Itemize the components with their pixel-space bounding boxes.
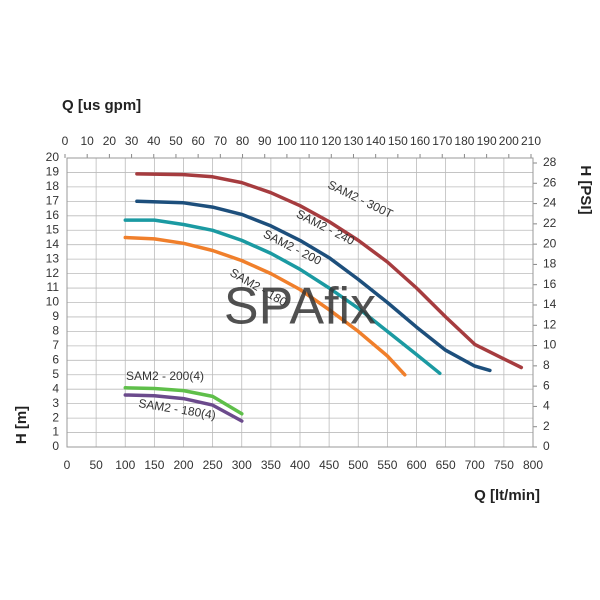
x-tick-label: 100 [115, 458, 135, 472]
x2-tick-label: 40 [147, 134, 161, 148]
x-tick-label: 250 [203, 458, 223, 472]
y2-tick-label: 14 [543, 297, 557, 311]
y-tick-label: 10 [46, 295, 60, 309]
series-line [135, 199, 492, 373]
x2-tick-label: 190 [477, 134, 497, 148]
series-line [123, 235, 407, 377]
series-line [123, 386, 244, 416]
x-tick-label: 0 [64, 458, 71, 472]
x-tick-label: 150 [144, 458, 164, 472]
y2-tick-label: 20 [543, 236, 557, 250]
plot-frame [66, 157, 534, 448]
y-tick-label: 6 [52, 352, 59, 366]
y2-tick-label: 6 [543, 378, 550, 392]
x2-tick-label: 30 [125, 134, 139, 148]
x2-tick-label: 70 [214, 134, 228, 148]
y-tick-label: 16 [46, 208, 60, 222]
x-tick-label: 50 [89, 458, 103, 472]
y-tick-label: 20 [46, 150, 60, 164]
x-tick-label: 200 [173, 458, 193, 472]
x2-tick-label: 100 [277, 134, 297, 148]
x-tick-label: 550 [377, 458, 397, 472]
x-tick-label: 300 [232, 458, 252, 472]
x2-tick-label: 140 [366, 134, 386, 148]
y2-tick-label: 12 [543, 317, 557, 331]
x-tick-label: 600 [406, 458, 426, 472]
y-axis-label: H [m] [13, 406, 30, 444]
y-tick-label: 19 [46, 165, 60, 179]
x2-tick-label: 180 [454, 134, 474, 148]
x2-tick-label: 160 [410, 134, 430, 148]
x-tick-label: 350 [261, 458, 281, 472]
y-tick-label: 14 [46, 237, 60, 251]
x2-tick-label: 10 [81, 134, 95, 148]
y2-tick-label: 2 [543, 419, 550, 433]
y-tick-label: 1 [52, 425, 59, 439]
y-tick-label: 3 [52, 396, 59, 410]
series-label: SAM2 - 200(4) [126, 369, 204, 383]
y-tick-label: 15 [46, 222, 60, 236]
x-tick-label: 400 [290, 458, 310, 472]
x-tick-label: 500 [348, 458, 368, 472]
y-tick-label: 2 [52, 410, 59, 424]
y2-axis-label: H [PSI] [577, 165, 594, 214]
y-tick-label: 5 [52, 367, 59, 381]
x2-tick-label: 90 [258, 134, 272, 148]
x2-tick-label: 210 [521, 134, 541, 148]
series-line [123, 218, 442, 376]
x2-tick-label: 60 [191, 134, 205, 148]
x2-tick-label: 150 [388, 134, 408, 148]
y-tick-label: 13 [46, 251, 60, 265]
x2-tick-label: 50 [169, 134, 183, 148]
y2-tick-label: 22 [543, 216, 557, 230]
y2-tick-label: 24 [543, 196, 557, 210]
x-axis-label: Q [lt/min] [474, 487, 540, 504]
y2-tick-label: 10 [543, 338, 557, 352]
series-line [135, 172, 524, 370]
y2-tick-label: 8 [543, 358, 550, 372]
series-line [123, 393, 244, 423]
x-tick-label: 800 [523, 458, 543, 472]
x2-tick-label: 110 [300, 134, 319, 148]
y2-tick-label: 0 [543, 439, 550, 453]
x2-tick-label: 200 [499, 134, 519, 148]
y-tick-label: 12 [46, 266, 60, 280]
x2-tick-label: 0 [62, 134, 69, 148]
y-tick-label: 7 [52, 338, 59, 352]
y-tick-label: 17 [46, 194, 60, 208]
y2-tick-label: 16 [543, 277, 557, 291]
y2-tick-label: 18 [543, 257, 557, 271]
x-tick-label: 750 [494, 458, 514, 472]
watermark: SPAfix [224, 278, 376, 336]
y-tick-label: 9 [52, 309, 59, 323]
x-tick-label: 450 [319, 458, 339, 472]
y2-tick-label: 26 [543, 175, 557, 189]
y2-tick-label: 4 [543, 399, 550, 413]
y-tick-label: 0 [52, 439, 59, 453]
x2-tick-label: 130 [343, 134, 363, 148]
x-tick-label: 700 [465, 458, 485, 472]
x2-axis-label: Q [us gpm] [62, 97, 141, 114]
y-tick-label: 18 [46, 179, 60, 193]
y-tick-label: 11 [47, 280, 60, 294]
y-tick-label: 4 [52, 381, 59, 395]
y-tick-label: 8 [52, 324, 59, 338]
x2-tick-label: 20 [103, 134, 117, 148]
x2-tick-label: 120 [321, 134, 341, 148]
x-tick-label: 650 [436, 458, 456, 472]
x2-tick-label: 80 [236, 134, 250, 148]
y2-tick-label: 28 [543, 155, 557, 169]
x2-tick-label: 170 [432, 134, 452, 148]
